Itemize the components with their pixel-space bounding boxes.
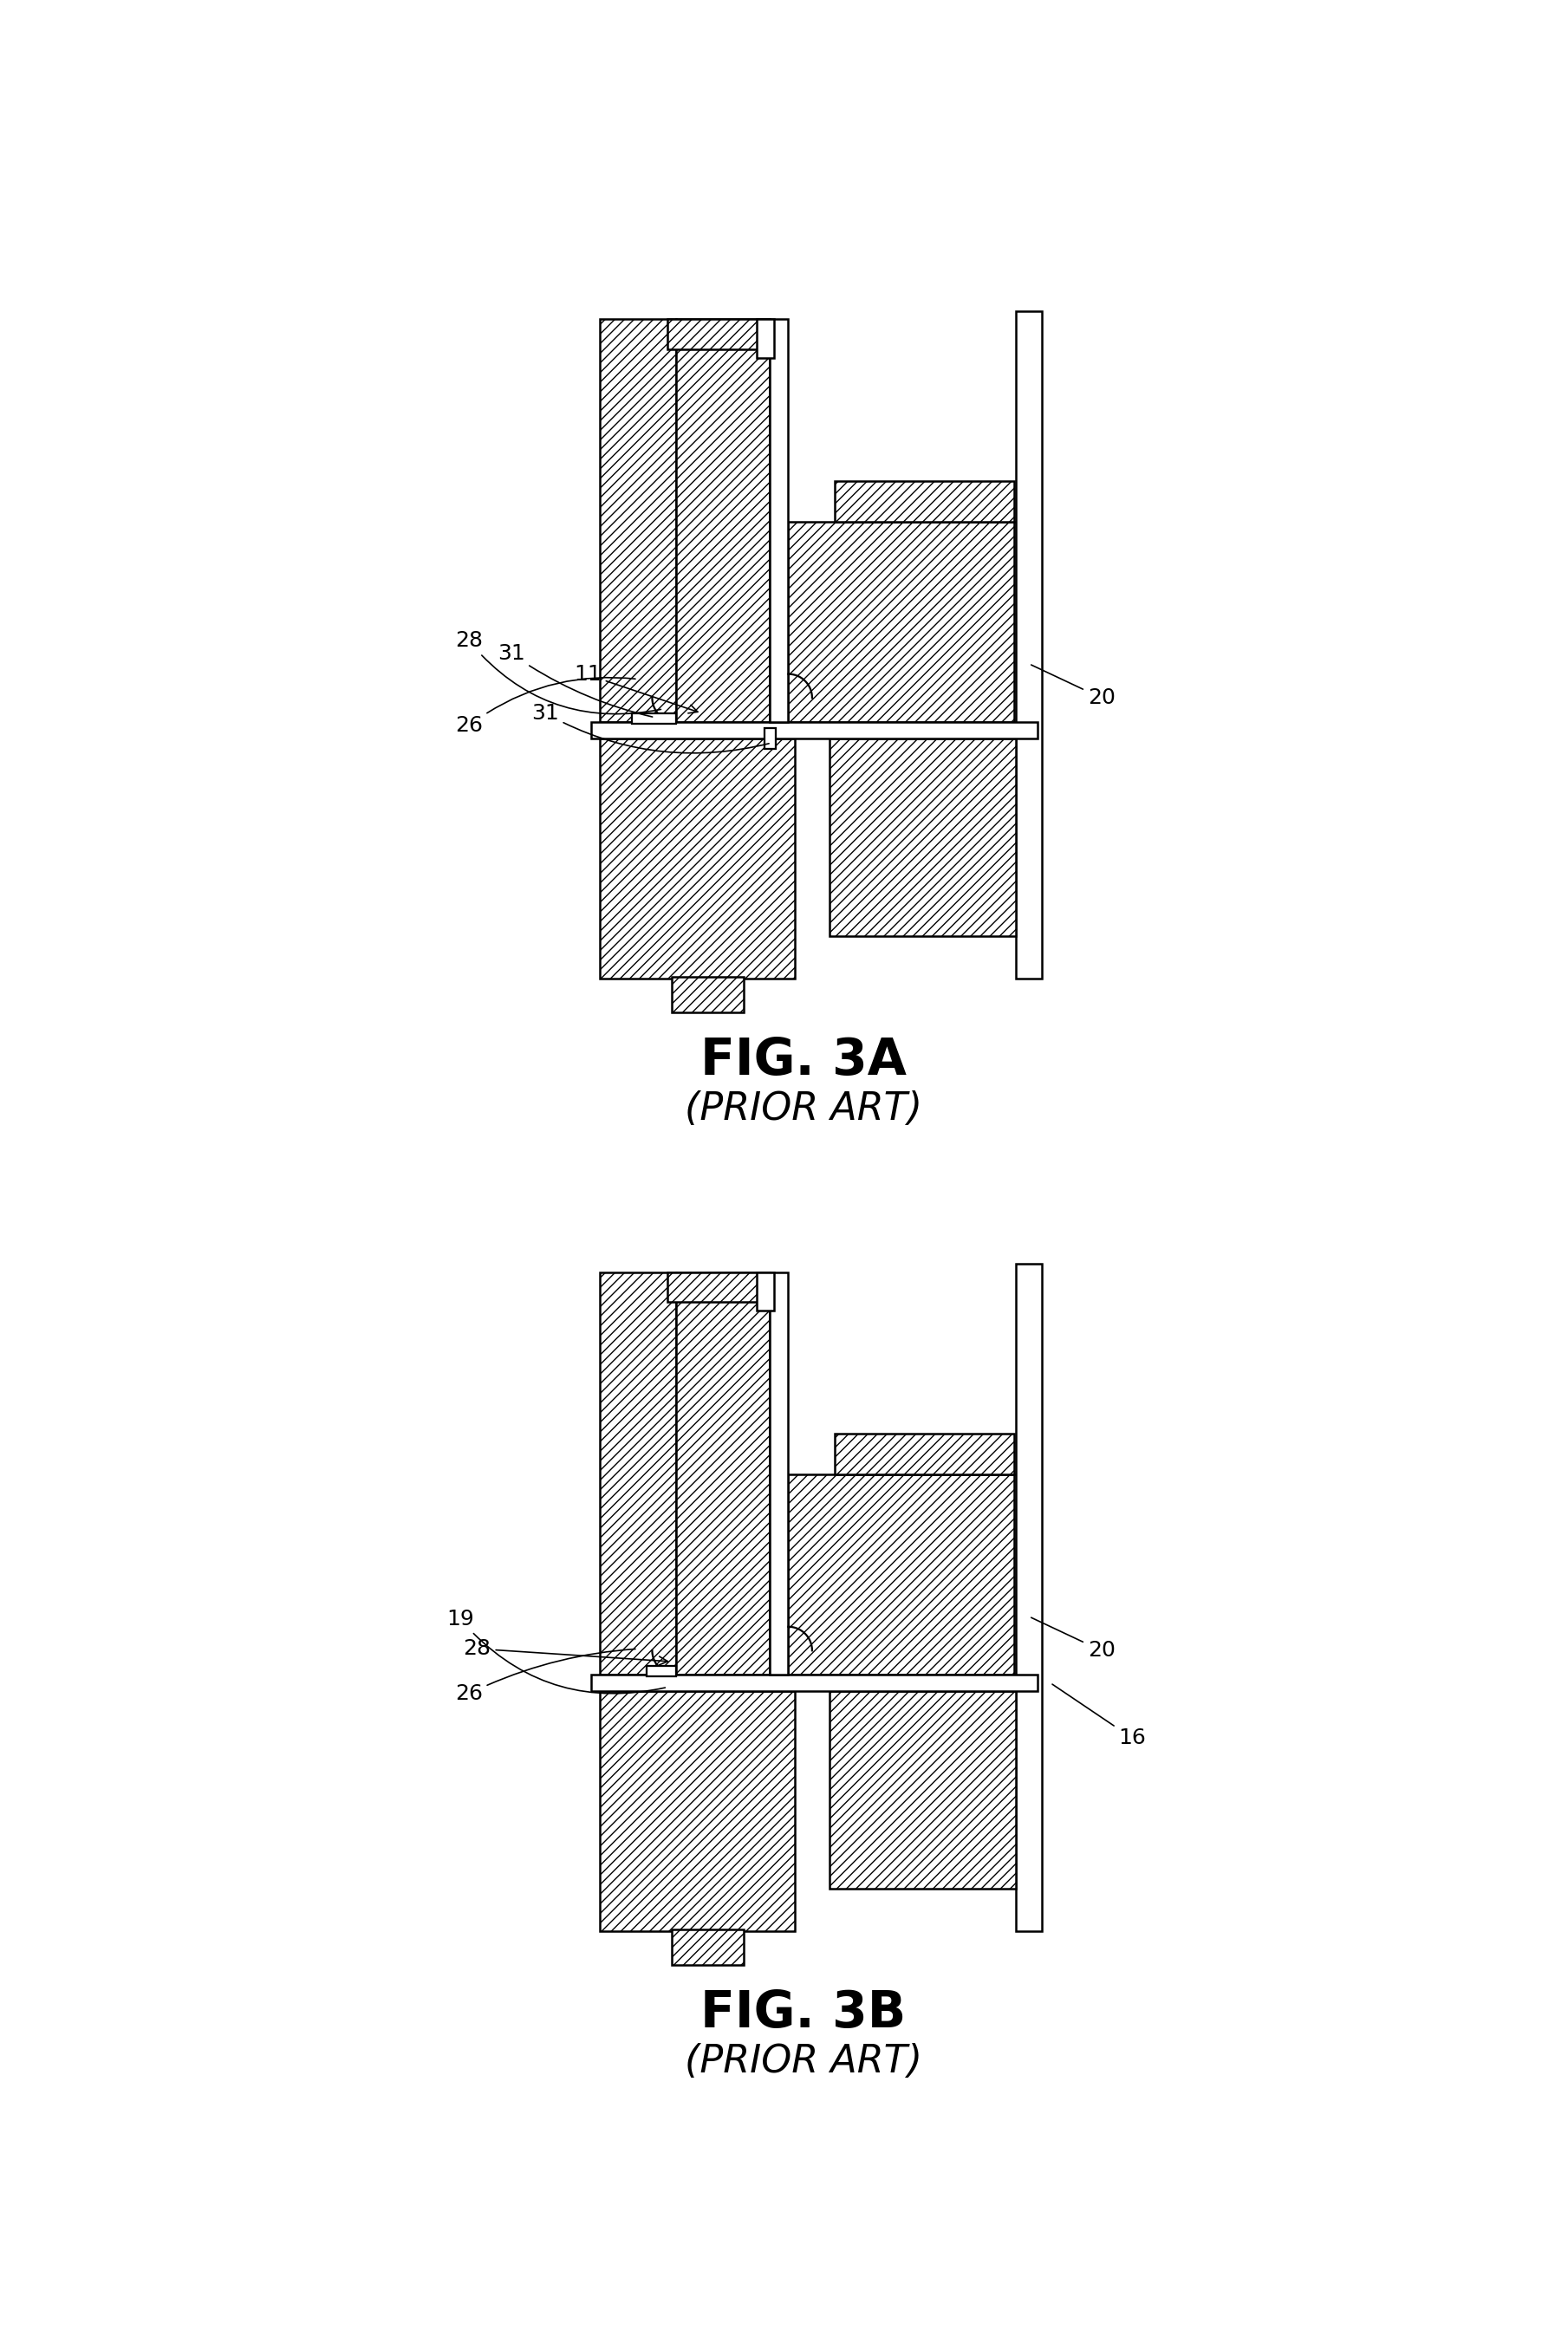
Bar	[829, 1691, 1016, 1888]
Text: 28: 28	[463, 1639, 668, 1665]
Text: (PRIOR ART): (PRIOR ART)	[685, 1089, 922, 1127]
Bar	[789, 522, 1014, 721]
Text: 20: 20	[1032, 665, 1115, 707]
Bar	[599, 1272, 676, 1675]
Bar	[836, 1433, 1014, 1475]
Bar	[676, 1272, 770, 1675]
Bar	[1016, 311, 1041, 979]
Text: FIG. 3B: FIG. 3B	[701, 1988, 906, 2038]
Bar	[836, 480, 1014, 522]
Bar	[591, 721, 1038, 738]
Text: 31: 31	[532, 703, 768, 754]
Text: 26: 26	[455, 1649, 635, 1705]
Bar	[646, 1665, 676, 1677]
Bar	[1016, 1265, 1041, 1932]
Bar	[668, 319, 770, 349]
Text: 16: 16	[1052, 1684, 1146, 1749]
Bar	[599, 738, 795, 979]
Text: 31: 31	[497, 644, 652, 717]
Bar	[591, 1675, 1038, 1691]
Bar	[765, 728, 776, 749]
Text: 19: 19	[447, 1609, 665, 1693]
Bar	[632, 714, 676, 724]
Bar	[671, 1930, 745, 1965]
Bar	[676, 319, 770, 721]
Bar	[770, 1272, 789, 1675]
Text: 26: 26	[455, 677, 635, 735]
Text: (PRIOR ART): (PRIOR ART)	[685, 2042, 922, 2080]
Text: 20: 20	[1032, 1618, 1115, 1660]
Bar	[789, 1475, 1014, 1675]
Bar	[757, 319, 775, 358]
Text: 11: 11	[574, 665, 698, 714]
Bar	[671, 977, 745, 1012]
Bar	[668, 1272, 770, 1302]
Bar	[599, 319, 676, 721]
Bar	[829, 738, 1016, 937]
Bar	[599, 1691, 795, 1932]
Text: 28: 28	[455, 630, 660, 714]
Bar	[770, 319, 789, 721]
Bar	[757, 1272, 775, 1309]
Text: FIG. 3A: FIG. 3A	[701, 1035, 906, 1084]
